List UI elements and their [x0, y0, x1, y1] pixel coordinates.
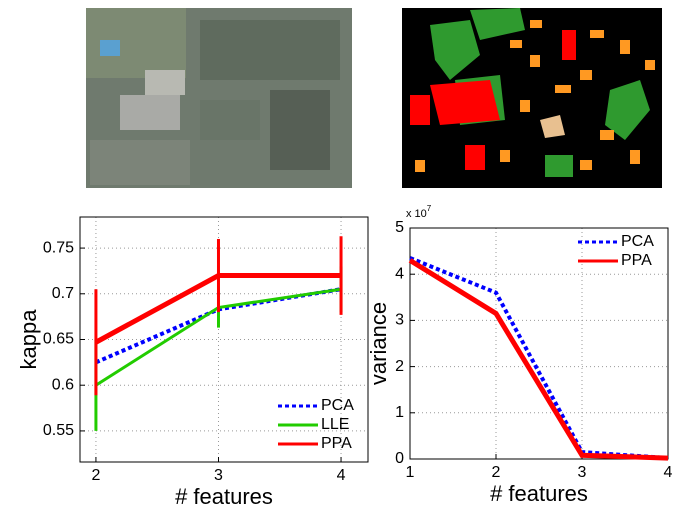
- y-axis-label: kappa: [16, 309, 41, 370]
- x-tick-label: 4: [664, 464, 673, 481]
- classification-map: [402, 8, 662, 188]
- legend-label: PCA: [321, 397, 354, 414]
- y-tick-label: 5: [395, 219, 404, 236]
- legend-label: PPA: [621, 252, 652, 269]
- y-axis-label: variance: [366, 302, 391, 385]
- y-tick-label: 0: [395, 450, 404, 467]
- y-tick-label: 3: [395, 312, 404, 329]
- x-tick-label: 4: [337, 467, 346, 484]
- x-tick-label: 2: [91, 467, 100, 484]
- y-tick-label: 1: [395, 404, 404, 421]
- figure: 0.55 0.6 0.65 0.7 0.75 2 3 4 # features kappa PCA L…: [0, 0, 689, 512]
- x-tick-label: 3: [578, 464, 587, 481]
- y-tick-label: 0.7: [52, 285, 74, 302]
- y-tick-label: 0.55: [43, 422, 74, 439]
- y-tick-label: 2: [395, 358, 404, 375]
- x-axis-label: # features: [175, 484, 273, 509]
- x-axis-label: # features: [490, 481, 588, 506]
- legend-label: PCA: [621, 233, 654, 250]
- legend-label: PPA: [321, 435, 352, 452]
- y-tick-label: 0.65: [43, 331, 74, 348]
- multiplier-exponent: 7: [427, 204, 432, 213]
- axis-multiplier: x 107: [406, 204, 432, 220]
- x-tick-label: 1: [406, 464, 415, 481]
- multiplier-base: x 10: [406, 208, 427, 220]
- y-tick-label: 0.6: [52, 376, 74, 393]
- x-tick-label: 3: [214, 467, 223, 484]
- y-tick-label: 4: [395, 265, 404, 282]
- aerial-image: [86, 8, 352, 188]
- legend-label: LLE: [321, 416, 349, 433]
- y-tick-label: 0.75: [43, 239, 74, 256]
- x-tick-label: 2: [492, 464, 501, 481]
